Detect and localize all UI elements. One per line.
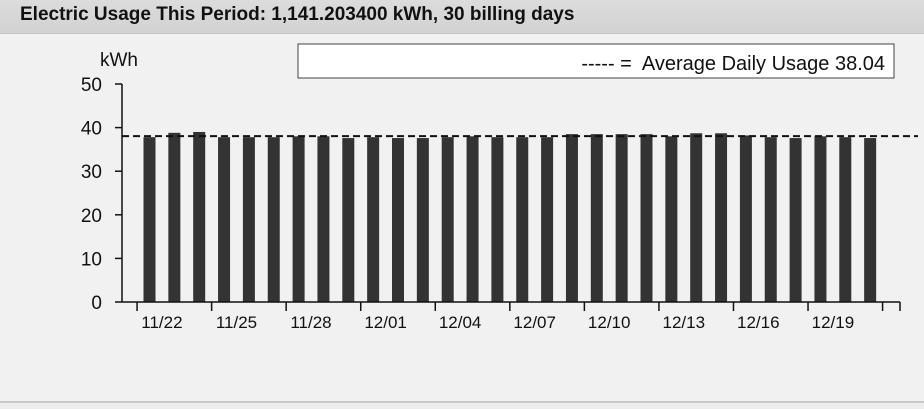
bar bbox=[218, 137, 231, 302]
bar bbox=[367, 137, 380, 302]
x-tick-label: 11/22 bbox=[141, 313, 182, 332]
usage-bar-chart: ----- = Average Daily Usage 38.04 kWh 0 1… bbox=[81, 43, 918, 332]
bar bbox=[242, 137, 255, 302]
bar bbox=[441, 137, 454, 302]
y-tick-label: 10 bbox=[81, 249, 102, 270]
bar bbox=[764, 137, 777, 302]
x-tick-label: 12/01 bbox=[364, 313, 407, 332]
bar bbox=[193, 131, 206, 302]
y-tick-label: 30 bbox=[81, 162, 102, 183]
bar bbox=[143, 137, 156, 302]
x-tick-label: 12/10 bbox=[588, 313, 631, 332]
bar bbox=[690, 133, 703, 302]
bar bbox=[292, 136, 305, 302]
bar bbox=[789, 138, 802, 302]
bar bbox=[392, 138, 404, 302]
bar bbox=[590, 134, 603, 302]
bar bbox=[665, 136, 678, 302]
bar bbox=[541, 137, 554, 302]
bar bbox=[342, 138, 355, 302]
bar bbox=[416, 138, 429, 302]
x-tick-label: 12/19 bbox=[812, 313, 855, 332]
bar bbox=[839, 137, 852, 302]
x-tick-label: 12/07 bbox=[513, 313, 556, 332]
bar bbox=[565, 134, 578, 302]
bar bbox=[317, 136, 330, 302]
bar bbox=[814, 136, 827, 302]
bar bbox=[491, 137, 504, 302]
y-tick-label: 50 bbox=[81, 75, 102, 96]
y-tick-label: 0 bbox=[91, 293, 102, 314]
y-axis-label: kWh bbox=[100, 50, 138, 71]
x-tick-label: 12/13 bbox=[663, 313, 706, 332]
legend-text: ----- = Average Daily Usage 38.04 bbox=[581, 53, 885, 75]
y-tick-label: 20 bbox=[81, 206, 102, 227]
bar bbox=[168, 132, 181, 302]
y-axis-ticks: 0 10 20 30 40 50 bbox=[81, 75, 122, 314]
bar bbox=[640, 134, 653, 302]
bar bbox=[516, 137, 529, 302]
x-tick-label: 12/04 bbox=[439, 313, 482, 332]
y-tick-label: 40 bbox=[81, 119, 102, 140]
bar bbox=[864, 138, 877, 302]
bar bbox=[267, 137, 280, 302]
bars bbox=[143, 131, 877, 302]
x-tick-label: 12/16 bbox=[737, 313, 780, 332]
legend-box bbox=[297, 43, 895, 79]
usage-title: Electric Usage This Period: 1,141.203400… bbox=[0, 0, 924, 34]
bar bbox=[466, 136, 479, 302]
x-tick-label: 11/25 bbox=[216, 313, 257, 332]
bar bbox=[739, 135, 752, 302]
bar bbox=[715, 133, 728, 302]
x-tick-label: 11/28 bbox=[290, 313, 331, 332]
x-axis-ticks: 11/22 11/25 11/28 12/01 12/04 12/07 12/10 12/13… bbox=[136, 302, 901, 332]
bar bbox=[615, 134, 628, 302]
